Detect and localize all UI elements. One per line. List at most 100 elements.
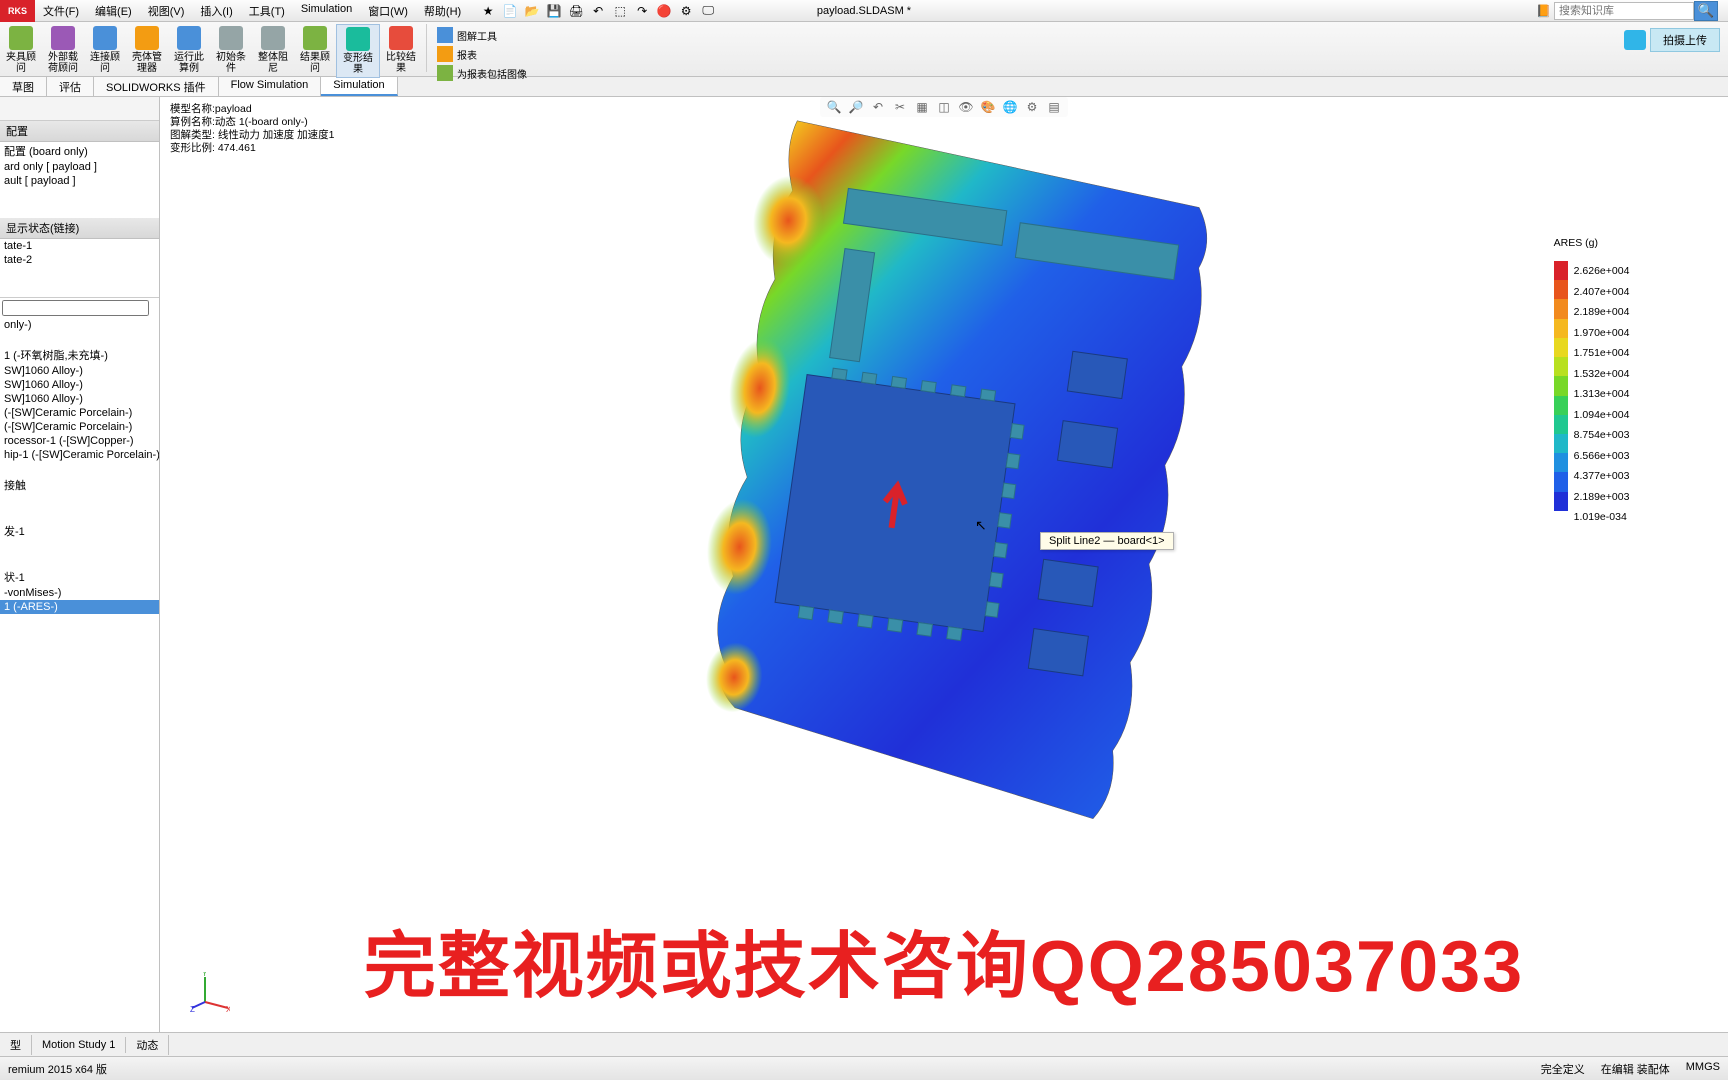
menu-帮助(H)[interactable]: 帮助(H) <box>416 3 469 19</box>
ribbon-连接顾[interactable]: 连接顾问 <box>84 24 126 78</box>
bottom-tab-动态[interactable]: 动态 <box>126 1035 169 1055</box>
ribbon-壳体管[interactable]: 壳体管理器 <box>126 24 168 78</box>
sidebar-item[interactable]: 配置 (board only) <box>0 142 159 160</box>
tab-评估[interactable]: 评估 <box>47 77 94 96</box>
tree-item[interactable]: 状-1 <box>0 568 159 586</box>
tree-item[interactable]: SW]1060 Alloy-) <box>0 378 159 392</box>
bottom-tab-型[interactable]: 型 <box>0 1035 32 1055</box>
tree-item[interactable]: SW]1060 Alloy-) <box>0 392 159 406</box>
ribbon-small-图解工具[interactable]: 图解工具 <box>431 26 533 44</box>
menu-文件(F)[interactable]: 文件(F) <box>35 3 87 19</box>
ribbon-icon <box>219 26 243 50</box>
ribbon-初始条[interactable]: 初始条件 <box>210 24 252 78</box>
ribbon: 夹具顾问外部载荷顾问连接顾问壳体管理器运行此算例初始条件整体阻尼结果顾问变形结果… <box>0 22 1728 77</box>
legend-value: 1.094e+004 <box>1574 405 1630 426</box>
redo-icon[interactable]: ↷ <box>633 2 651 20</box>
tree-item[interactable]: -vonMises-) <box>0 586 159 600</box>
status-units: MMGS <box>1686 1061 1720 1077</box>
book-icon: 📙 <box>1536 4 1551 18</box>
status-version: remium 2015 x64 版 <box>8 1061 107 1077</box>
star-icon[interactable]: ★ <box>479 2 497 20</box>
ribbon-外部载[interactable]: 外部载荷顾问 <box>42 24 84 78</box>
tree-item[interactable]: 1 (-环氧树脂,未充填-) <box>0 346 159 364</box>
new-icon[interactable]: 📄 <box>501 2 519 20</box>
tree-item[interactable] <box>0 540 159 554</box>
legend-value: 1.970e+004 <box>1574 323 1630 344</box>
watermark-text: 完整视频或技术咨询QQ285037033 <box>160 907 1728 1012</box>
save-icon[interactable]: 💾 <box>545 2 563 20</box>
filter-input[interactable] <box>2 300 149 316</box>
sidebar-item[interactable]: ault [ payload ] <box>0 174 159 188</box>
legend-value: 2.189e+003 <box>1574 487 1630 508</box>
upload-button[interactable]: 拍摄上传 <box>1650 28 1720 52</box>
menu-视图(V)[interactable]: 视图(V) <box>140 3 193 19</box>
ribbon-运行此[interactable]: 运行此算例 <box>168 24 210 78</box>
status-editing: 在编辑 装配体 <box>1601 1061 1670 1077</box>
ribbon-夹具顾[interactable]: 夹具顾问 <box>0 24 42 78</box>
legend-value: 1.019e-034 <box>1574 507 1630 528</box>
search-button[interactable]: 🔍 <box>1694 1 1718 21</box>
legend-value: 8.754e+003 <box>1574 425 1630 446</box>
tree-item[interactable]: (-[SW]Ceramic Porcelain-) <box>0 420 159 434</box>
tree-item[interactable]: SW]1060 Alloy-) <box>0 364 159 378</box>
ribbon-比较结[interactable]: 比较结果 <box>380 24 422 78</box>
tab-Simulation[interactable]: Simulation <box>321 77 397 96</box>
sidebar-item[interactable]: tate-2 <box>0 253 159 267</box>
ribbon-icon <box>303 26 327 50</box>
menu-Simulation[interactable]: Simulation <box>293 3 360 19</box>
tree-item[interactable] <box>0 554 159 568</box>
select-icon[interactable]: ⬚ <box>611 2 629 20</box>
main: 配置 配置 (board only)ard only [ payload ]au… <box>0 97 1728 1032</box>
ribbon-icon <box>177 26 201 50</box>
tree-item[interactable]: (-[SW]Ceramic Porcelain-) <box>0 406 159 420</box>
plot-info: 模型名称:payload 算例名称:动态 1(-board only-) 图解类… <box>170 103 335 155</box>
menu-插入(I)[interactable]: 插入(I) <box>192 3 240 19</box>
ribbon-icon <box>346 27 370 51</box>
legend-value: 1.532e+004 <box>1574 364 1630 385</box>
legend-value: 2.189e+004 <box>1574 302 1630 323</box>
ribbon-icon <box>135 26 159 50</box>
app-logo: RKS <box>0 0 35 22</box>
legend-value: 6.566e+003 <box>1574 446 1630 467</box>
open-icon[interactable]: 📂 <box>523 2 541 20</box>
bottom-tab-Motion Study 1[interactable]: Motion Study 1 <box>32 1037 126 1053</box>
menu-工具(T)[interactable]: 工具(T) <box>241 3 293 19</box>
tree-item[interactable]: hip-1 (-[SW]Ceramic Porcelain-) <box>0 448 159 462</box>
tab-草图[interactable]: 草图 <box>0 77 47 96</box>
options-icon[interactable]: ⚙ <box>677 2 695 20</box>
print-icon[interactable]: 🖨 <box>567 2 585 20</box>
tabbar: 草图评估SOLIDWORKS 插件Flow SimulationSimulati… <box>0 77 1728 97</box>
menu-窗口(W)[interactable]: 窗口(W) <box>360 3 416 19</box>
sidebar-toolbar <box>0 97 159 121</box>
tree-item[interactable] <box>0 332 159 346</box>
icon <box>437 65 453 81</box>
tree-item[interactable]: only-) <box>0 318 159 332</box>
ribbon-small-为报表包括图像[interactable]: 为报表包括图像 <box>431 64 533 82</box>
ribbon-结果顾[interactable]: 结果顾问 <box>294 24 336 78</box>
tree-item[interactable]: 发-1 <box>0 522 159 540</box>
ribbon-整体阻[interactable]: 整体阻尼 <box>252 24 294 78</box>
tree-item-selected[interactable]: 1 (-ARES-) <box>0 600 159 614</box>
rebuild-icon[interactable]: 🔴 <box>655 2 673 20</box>
viewport[interactable]: 模型名称:payload 算例名称:动态 1(-board only-) 图解类… <box>160 97 1728 1032</box>
screen-icon[interactable]: 🖵 <box>699 2 717 20</box>
tree-item[interactable]: rocessor-1 (-[SW]Copper-) <box>0 434 159 448</box>
legend-value: 1.751e+004 <box>1574 343 1630 364</box>
color-legend: ARES (g) 2.626e+0042.407e+0042.189e+0041… <box>1554 237 1598 511</box>
sidebar-item[interactable]: tate-1 <box>0 239 159 253</box>
status-defined: 完全定义 <box>1541 1061 1585 1077</box>
ribbon-icon <box>389 26 413 50</box>
tab-Flow Simulation[interactable]: Flow Simulation <box>219 77 322 96</box>
menu-编辑(E)[interactable]: 编辑(E) <box>87 3 140 19</box>
tab-SOLIDWORKS 插件[interactable]: SOLIDWORKS 插件 <box>94 77 219 96</box>
tree-item[interactable] <box>0 462 159 476</box>
sidebar-item[interactable]: ard only [ payload ] <box>0 160 159 174</box>
document-title: payload.SLDASM * <box>817 5 911 17</box>
ribbon-变形结[interactable]: 变形结果 <box>336 24 380 78</box>
undo-icon[interactable]: ↶ <box>589 2 607 20</box>
ribbon-small-报表[interactable]: 报表 <box>431 45 533 63</box>
tree-item[interactable]: 接触 <box>0 476 159 494</box>
tree-item[interactable] <box>0 494 159 508</box>
search-input[interactable] <box>1554 2 1694 20</box>
tree-item[interactable] <box>0 508 159 522</box>
